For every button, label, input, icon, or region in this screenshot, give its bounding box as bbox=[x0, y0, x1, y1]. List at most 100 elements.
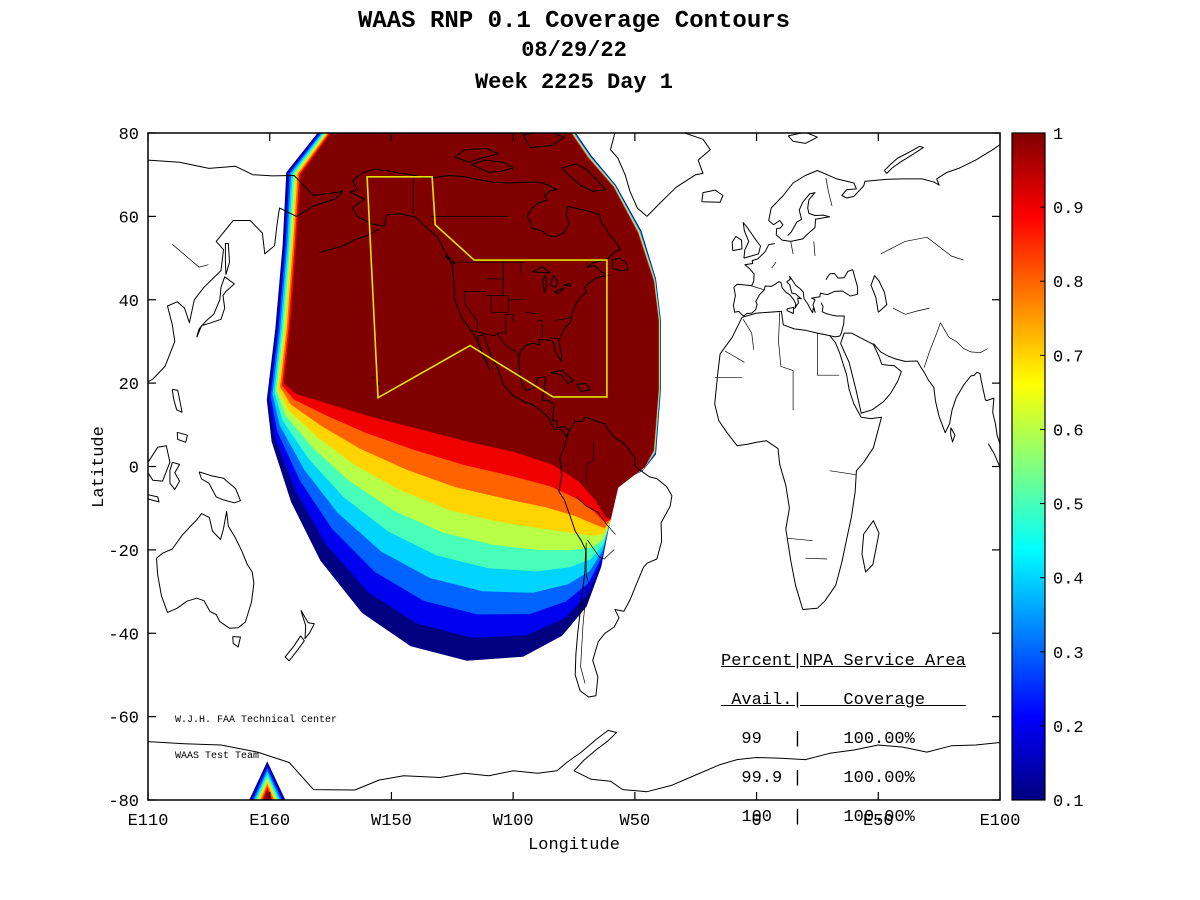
colorbar-tick-label: 1 bbox=[1053, 126, 1063, 145]
coastline bbox=[561, 163, 606, 192]
political-border bbox=[805, 557, 828, 560]
coastline bbox=[563, 282, 571, 287]
political-border bbox=[587, 539, 615, 560]
x-tick-label: E50 bbox=[863, 812, 894, 831]
political-border bbox=[497, 314, 507, 334]
coastline bbox=[558, 416, 673, 698]
figure-week-day: Week 2225 Day 1 bbox=[474, 70, 674, 95]
political-border bbox=[771, 261, 777, 269]
coastline bbox=[232, 636, 241, 648]
x-axis-label: Longitude bbox=[528, 836, 620, 855]
coastline bbox=[554, 287, 565, 294]
coastline bbox=[731, 235, 743, 252]
political-border bbox=[778, 312, 794, 371]
colorbar-tick-label: 0.2 bbox=[1053, 719, 1084, 738]
colorbar-tick-label: 0.1 bbox=[1053, 793, 1084, 812]
colorbar-tick-label: 0.3 bbox=[1053, 645, 1084, 664]
political-border bbox=[813, 241, 816, 257]
coastline bbox=[171, 388, 183, 413]
political-border bbox=[742, 319, 755, 350]
political-border bbox=[940, 322, 988, 354]
credit-line-1: W.J.H. FAA Technical Center bbox=[175, 715, 338, 726]
coastline bbox=[148, 445, 171, 482]
political-border bbox=[549, 337, 559, 339]
y-axis-label: Latitude bbox=[90, 426, 109, 508]
coastline bbox=[870, 275, 888, 313]
coastline bbox=[319, 228, 380, 253]
political-border bbox=[724, 350, 745, 363]
map-area bbox=[148, 133, 1000, 800]
coastline bbox=[873, 343, 1000, 446]
coastline bbox=[787, 133, 818, 144]
coastline bbox=[198, 471, 241, 504]
coastline bbox=[300, 610, 315, 640]
colorbar-tick-label: 0.6 bbox=[1053, 422, 1084, 441]
political-border bbox=[464, 303, 478, 331]
coastline bbox=[542, 275, 548, 293]
x-tick-label: 0 bbox=[751, 812, 761, 831]
y-tick-label: 20 bbox=[119, 376, 139, 395]
y-tick-label: 80 bbox=[119, 126, 139, 145]
coastline bbox=[176, 431, 188, 443]
npa-service-area-boundary bbox=[366, 176, 608, 400]
colorbar-tick-label: 0.9 bbox=[1053, 200, 1084, 219]
coastline bbox=[169, 461, 181, 490]
political-border bbox=[585, 440, 594, 484]
political-border bbox=[576, 496, 616, 535]
political-border bbox=[825, 177, 833, 207]
coastline bbox=[742, 222, 761, 259]
colorbar bbox=[1011, 132, 1046, 801]
coastline bbox=[786, 306, 795, 314]
coastline bbox=[532, 266, 551, 274]
x-tick-label: E110 bbox=[128, 812, 169, 831]
coastline bbox=[196, 276, 235, 338]
coastline bbox=[471, 159, 514, 173]
coastline bbox=[884, 145, 924, 174]
coastline bbox=[148, 159, 344, 383]
colorbar-tick-label: 0.5 bbox=[1053, 497, 1084, 516]
y-tick-label: -20 bbox=[108, 543, 139, 562]
coastline bbox=[820, 302, 845, 338]
political-border bbox=[892, 307, 930, 315]
coastline bbox=[950, 427, 956, 443]
y-tick-label: 0 bbox=[129, 460, 139, 479]
y-tick-label: -60 bbox=[108, 710, 139, 729]
coastline bbox=[148, 729, 1000, 793]
colorbar-tick-label: 0.7 bbox=[1053, 348, 1084, 367]
coastline bbox=[444, 255, 457, 265]
coastline bbox=[575, 383, 591, 392]
coastline bbox=[840, 332, 902, 414]
political-border bbox=[554, 316, 572, 321]
x-tick-label: E160 bbox=[249, 812, 290, 831]
coverage-table-row-100: 100 | 100.00% bbox=[721, 808, 915, 827]
coastline bbox=[454, 147, 499, 163]
y-tick-label: 40 bbox=[119, 293, 139, 312]
political-border bbox=[790, 241, 794, 254]
coverage-table-row-99-9: 99.9 | 100.00% bbox=[721, 769, 915, 788]
colorbar-tick-label: 0.4 bbox=[1053, 571, 1084, 590]
political-border bbox=[172, 244, 209, 268]
coastline bbox=[156, 511, 255, 629]
coastline bbox=[768, 170, 833, 242]
coastline bbox=[371, 376, 375, 379]
y-tick-label: -80 bbox=[108, 793, 139, 812]
coastline bbox=[825, 269, 859, 295]
y-tick-label: 60 bbox=[119, 209, 139, 228]
coastline bbox=[148, 494, 160, 503]
political-border bbox=[525, 311, 539, 315]
x-tick-label: E100 bbox=[980, 812, 1021, 831]
x-tick-label: W100 bbox=[493, 812, 534, 831]
figure-title: WAAS RNP 0.1 Coverage Contours bbox=[357, 8, 791, 35]
political-border bbox=[923, 322, 941, 368]
political-border bbox=[786, 537, 813, 542]
coastline bbox=[522, 133, 565, 149]
figure-date: 08/29/22 bbox=[521, 38, 627, 63]
political-border bbox=[471, 330, 521, 359]
coastline bbox=[224, 243, 230, 275]
coverage-table-subheader: Avail.| Coverage bbox=[721, 691, 966, 710]
coastline bbox=[612, 257, 629, 272]
coastline bbox=[550, 369, 574, 384]
x-tick-label: W50 bbox=[620, 812, 651, 831]
coverage-table-row-99: 99 | 100.00% bbox=[721, 730, 915, 749]
